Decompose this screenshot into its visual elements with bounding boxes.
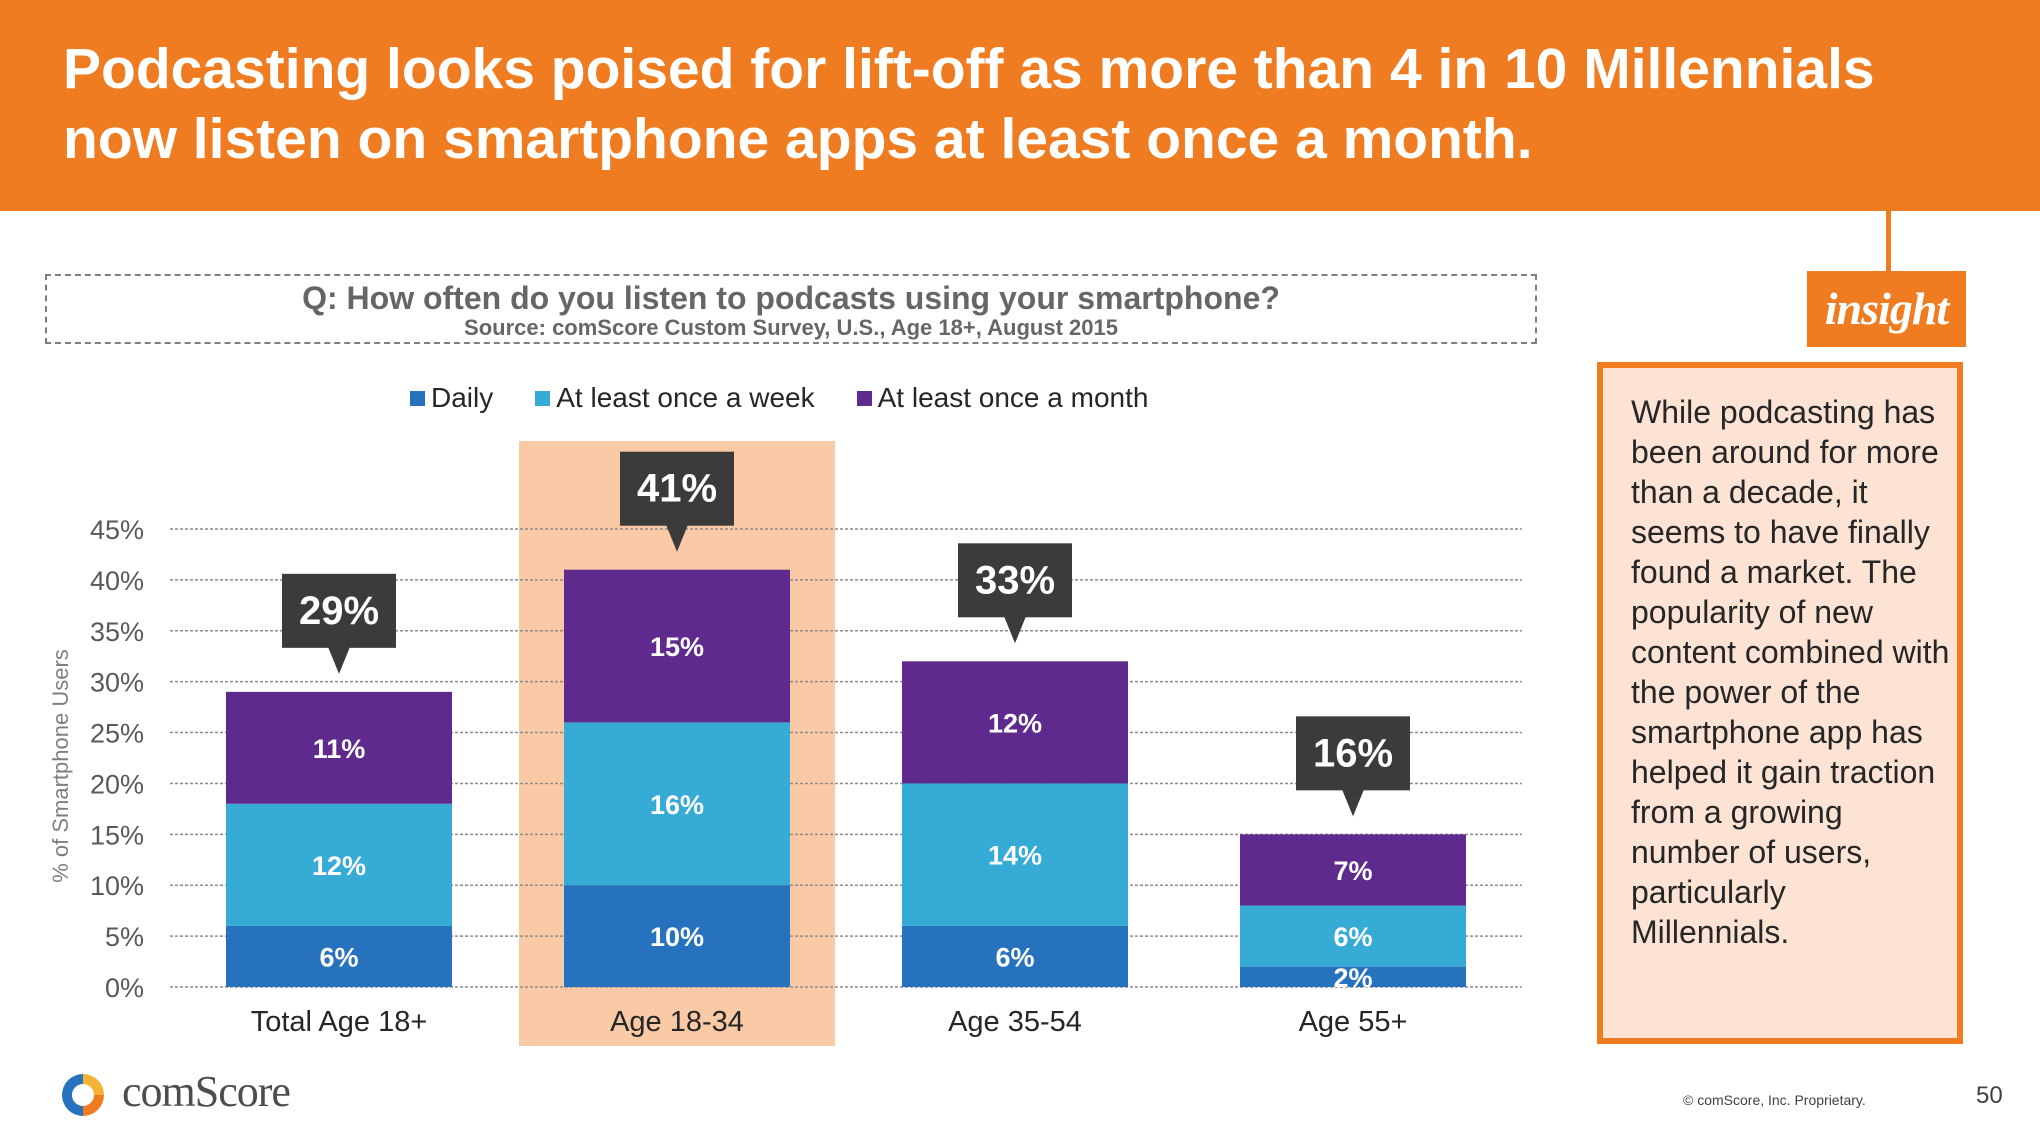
- y-tick-label: 15%: [90, 820, 144, 850]
- data-label: 6%: [1333, 922, 1372, 952]
- bar-segment: [564, 569, 790, 723]
- insight-text: While podcasting has been around for mor…: [1631, 394, 1950, 950]
- y-tick-label: 20%: [90, 769, 144, 799]
- x-category-label: Age 55+: [1299, 1006, 1408, 1038]
- data-label: 15%: [650, 632, 704, 662]
- legend-item-monthly: At least once a month: [856, 382, 1149, 414]
- data-label: 6%: [995, 942, 1034, 972]
- callout-pointer: [1004, 616, 1026, 644]
- legend-swatch-weekly: [535, 390, 551, 406]
- bar-segment: [1240, 905, 1466, 967]
- y-tick-label: 5%: [105, 922, 144, 952]
- slide-title: Podcasting looks poised for lift-off as …: [63, 37, 1875, 171]
- legend-swatch-daily: [410, 390, 425, 406]
- data-label: 6%: [319, 942, 358, 972]
- x-category-label: Age 18-34: [610, 1006, 744, 1038]
- data-label: 12%: [988, 708, 1042, 738]
- y-tick-label: 35%: [90, 617, 144, 647]
- data-label: 11%: [313, 734, 366, 764]
- data-label: 7%: [1333, 856, 1372, 886]
- legend-label-monthly: At least once a month: [877, 382, 1149, 413]
- bar-segment: [564, 722, 790, 886]
- legend-item-weekly: At least once a week: [535, 382, 815, 414]
- callout-pointer: [1342, 789, 1364, 817]
- bar-segment: [226, 925, 452, 987]
- title-banner: Podcasting looks poised for lift-off as …: [0, 0, 2040, 211]
- bar-segment: [902, 925, 1128, 987]
- insight-connector-line: [1886, 211, 1891, 273]
- callout-pointer: [328, 646, 350, 674]
- y-tick-label: 45%: [90, 515, 144, 545]
- total-callout: [1296, 716, 1410, 791]
- question-box: Q: How often do you listen to podcasts u…: [45, 274, 1537, 344]
- comscore-logo-icon: [62, 1074, 104, 1116]
- page-number: 50: [1976, 1082, 2003, 1109]
- data-label: 12%: [312, 851, 366, 881]
- legend-swatch-monthly: [856, 390, 872, 406]
- legend-label-weekly: At least once a week: [556, 382, 815, 413]
- comscore-logo-text: comScore: [122, 1067, 291, 1116]
- chart-source: Source: comScore Custom Survey, U.S., Ag…: [464, 315, 1118, 340]
- y-tick-label: 40%: [90, 566, 144, 596]
- copyright-notice: © comScore, Inc. Proprietary.: [1683, 1092, 1866, 1108]
- total-label: 41%: [637, 467, 717, 511]
- total-callout: [282, 573, 396, 648]
- total-callout: [958, 543, 1072, 618]
- bar-segment: [1240, 966, 1466, 987]
- y-tick-label: 10%: [90, 871, 144, 901]
- chart-title: Q: How often do you listen to podcasts u…: [302, 280, 1280, 316]
- bar-segment: [902, 783, 1128, 926]
- bar-segment: [902, 661, 1128, 784]
- total-label: 33%: [975, 558, 1055, 602]
- insight-tag: insight: [1807, 271, 1966, 347]
- bar-segment: [226, 803, 452, 926]
- data-label: 2%: [1333, 963, 1372, 993]
- total-callout: [620, 451, 734, 526]
- data-label: 16%: [650, 790, 704, 820]
- total-label: 16%: [1313, 731, 1393, 775]
- insight-box: While podcasting has been around for mor…: [1597, 362, 1963, 1044]
- y-tick-label: 25%: [90, 719, 144, 749]
- y-tick-label: 30%: [90, 668, 144, 698]
- data-label: 14%: [988, 841, 1042, 871]
- total-label: 29%: [299, 589, 379, 633]
- callout-pointer: [666, 524, 688, 552]
- bar-segment: [564, 885, 790, 987]
- x-category-label: Total Age 18+: [251, 1006, 428, 1038]
- legend-label-daily: Daily: [431, 382, 494, 413]
- chart-legend: Daily At least once a week At least once…: [410, 378, 1190, 418]
- data-label: 10%: [650, 922, 704, 952]
- y-tick-label: 0%: [105, 973, 144, 1003]
- bar-segment: [226, 691, 452, 804]
- legend-item-daily: Daily: [410, 382, 493, 414]
- x-category-label: Age 35-54: [948, 1006, 1082, 1038]
- bar-segment: [1240, 834, 1466, 906]
